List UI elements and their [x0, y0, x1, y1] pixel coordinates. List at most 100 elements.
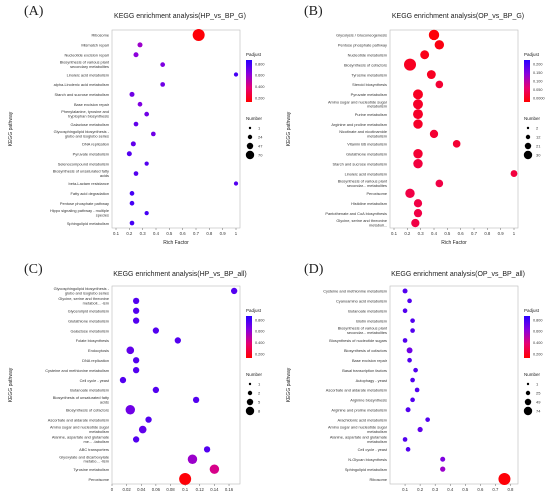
x-tick-label: 0.6 — [477, 487, 484, 492]
pathway-label: Galactose metabolism — [71, 328, 110, 333]
pathway-label-line: metaboli... -ism — [83, 300, 109, 305]
pathway-label: Biosynthesis of various plant secondar...… — [338, 326, 388, 335]
pathway-label-line: Arginine and proline metabolism — [331, 407, 387, 412]
padjust-tick-label: 0.400 — [255, 341, 265, 345]
number-legend-label: 2 — [258, 391, 261, 396]
y-axis-title: KEGG pathway — [286, 367, 292, 402]
enrichment-point — [132, 297, 140, 305]
pathway-label: Glycolysis / Gluconeogenesis — [336, 33, 387, 38]
pathway-label-line: ABC transporters — [79, 447, 109, 452]
enrichment-point — [132, 366, 140, 374]
pathway-label: Sphingolipid metabolism — [67, 221, 109, 226]
pathway-label-line: Ribosome — [369, 477, 387, 482]
x-tick-label: 1 — [235, 231, 238, 236]
pathway-label-line: Steroid biosynthesis — [352, 82, 387, 87]
pathway-label: Starch and sucrose metabolism — [333, 161, 388, 166]
x-tick-label: 0.9 — [498, 231, 505, 236]
enrichment-point — [413, 99, 423, 110]
pathway-label: Biosynthesis of cofactors — [66, 407, 109, 412]
pathway-label-line: Sphingolipid metabolism — [67, 221, 109, 226]
enrichment-point — [413, 367, 418, 373]
enrichment-point — [413, 209, 423, 218]
enrichment-point — [435, 80, 444, 89]
number-legend-label: 24 — [258, 135, 263, 140]
enrichment-point — [452, 140, 461, 148]
enrichment-point — [160, 62, 166, 67]
pathway-label: Pyruvate metabolism — [351, 92, 387, 97]
number-legend-dot — [523, 150, 533, 160]
pathway-label-line: Pentose phosphate pathway — [60, 201, 109, 206]
pathway-label-line: Arginine biosynthesis — [350, 398, 387, 403]
number-legend-label: 30 — [536, 153, 541, 158]
enrichment-point — [420, 50, 430, 60]
pathway-label-line: Galactose metabolism — [71, 122, 110, 127]
x-tick-label: 0.7 — [471, 231, 478, 236]
pathway-label-line: Base excision repair — [74, 102, 110, 107]
x-tick-label: 0.4 — [431, 231, 438, 236]
pathway-label-line: metabolism — [367, 429, 387, 434]
padjust-tick-label: 0.800 — [533, 318, 543, 322]
number-legend-dot — [246, 398, 254, 406]
pathway-label: Amino sugar and nucleotide sugar metaboli… — [328, 425, 388, 434]
x-axis-title: Rich Factor — [441, 240, 467, 246]
number-legend-label: 1 — [536, 382, 539, 387]
pathway-label: Ascorbate and aldarate metabolism — [326, 388, 387, 393]
enrichment-point — [405, 188, 415, 199]
pathway-label-line: DNA replication — [82, 358, 109, 363]
x-tick-label: 0.12 — [196, 487, 205, 492]
enrichment-point — [406, 347, 413, 354]
number-legend-label: 1 — [258, 126, 261, 131]
pathway-label-line: Sphingolipid metabolism — [345, 467, 387, 472]
x-tick-label: 0.6 — [458, 231, 465, 236]
pathway-label-line: Fatty acid degradation — [71, 191, 110, 196]
pathway-label: Ascorbate and aldarate metabolism — [48, 417, 109, 422]
number-legend-dot — [248, 126, 252, 130]
enrichment-point — [413, 199, 423, 208]
pathway-label-line: Amino sugar and nucleotide sugar — [50, 425, 110, 430]
pathway-label-line: secondar... metabolites — [347, 183, 387, 188]
padjust-tick-label: 0.050 — [533, 88, 543, 92]
enrichment-point — [405, 447, 411, 452]
number-legend-dot — [525, 134, 531, 140]
chart-panel-a: KEGG enrichment analysis(HP_vs_BP_G) KEGG… — [8, 13, 265, 246]
enrichment-point — [413, 149, 423, 159]
padjust-legend-title: Padjust — [524, 52, 540, 57]
enrichment-point — [125, 405, 135, 415]
pathway-label-line: acids — [100, 173, 109, 178]
pathway-label-line: Arachidonic acid metabolism — [337, 417, 387, 422]
pathway-label: Alanine, aspartate and glutamate metaboli… — [330, 434, 387, 443]
pathway-label-line: Nicotinate and nicotinamide — [339, 129, 387, 134]
enrichment-point — [413, 89, 423, 100]
pathway-label: Glycosphingolipid biosynthesis -globo an… — [54, 286, 110, 295]
x-tick-label: 0.8 — [484, 231, 491, 236]
pathway-label-line: Glycosphingolipid biosynthesis - — [54, 129, 110, 134]
pathway-label: N-Glycan biosynthesis — [348, 457, 387, 462]
x-tick-label: 0.3 — [432, 487, 439, 492]
pathway-label: Endocytosis — [88, 348, 109, 353]
pathway-label: Glycine, serine and threonine metaboli...… — [58, 296, 109, 305]
x-tick-label: 0.3 — [140, 231, 147, 236]
number-legend-label: 74 — [536, 409, 541, 414]
x-tick-label: 0.3 — [418, 231, 425, 236]
pathway-label: Arginine biosynthesis — [350, 398, 387, 403]
pathway-label-line: Biosynthesis of cofactors — [344, 62, 387, 67]
pathway-label-line: metabolism — [367, 439, 387, 444]
pathway-label-line: Biosynthesis of various plant — [338, 326, 388, 331]
pathway-label-line: metabolism — [367, 104, 387, 109]
enrichment-point — [133, 52, 139, 58]
pathway-label-line: metabolism — [367, 133, 387, 138]
y-axis-title: KEGG pathway — [8, 111, 14, 146]
pathway-label-line: Biosynthesis of various plant — [338, 178, 388, 183]
pathway-label: Peroxisome — [88, 477, 109, 482]
number-legend-dot — [524, 398, 532, 406]
padjust-tick-label: 0.600 — [533, 330, 543, 334]
pathway-label-line: Glycerolipid metabolism — [68, 308, 109, 313]
number-legend-dot — [247, 134, 253, 140]
enrichment-point — [510, 170, 518, 177]
pathway-label-line: Glycolysis / Gluconeogenesis — [336, 33, 387, 38]
number-legend-label: 70 — [258, 153, 263, 158]
pathway-label-line: Pyruvate metabolism — [73, 151, 109, 156]
pathway-label: Glutathione metabolism — [68, 318, 109, 323]
x-tick-label: 0.9 — [220, 231, 227, 236]
enrichment-point — [426, 70, 436, 79]
